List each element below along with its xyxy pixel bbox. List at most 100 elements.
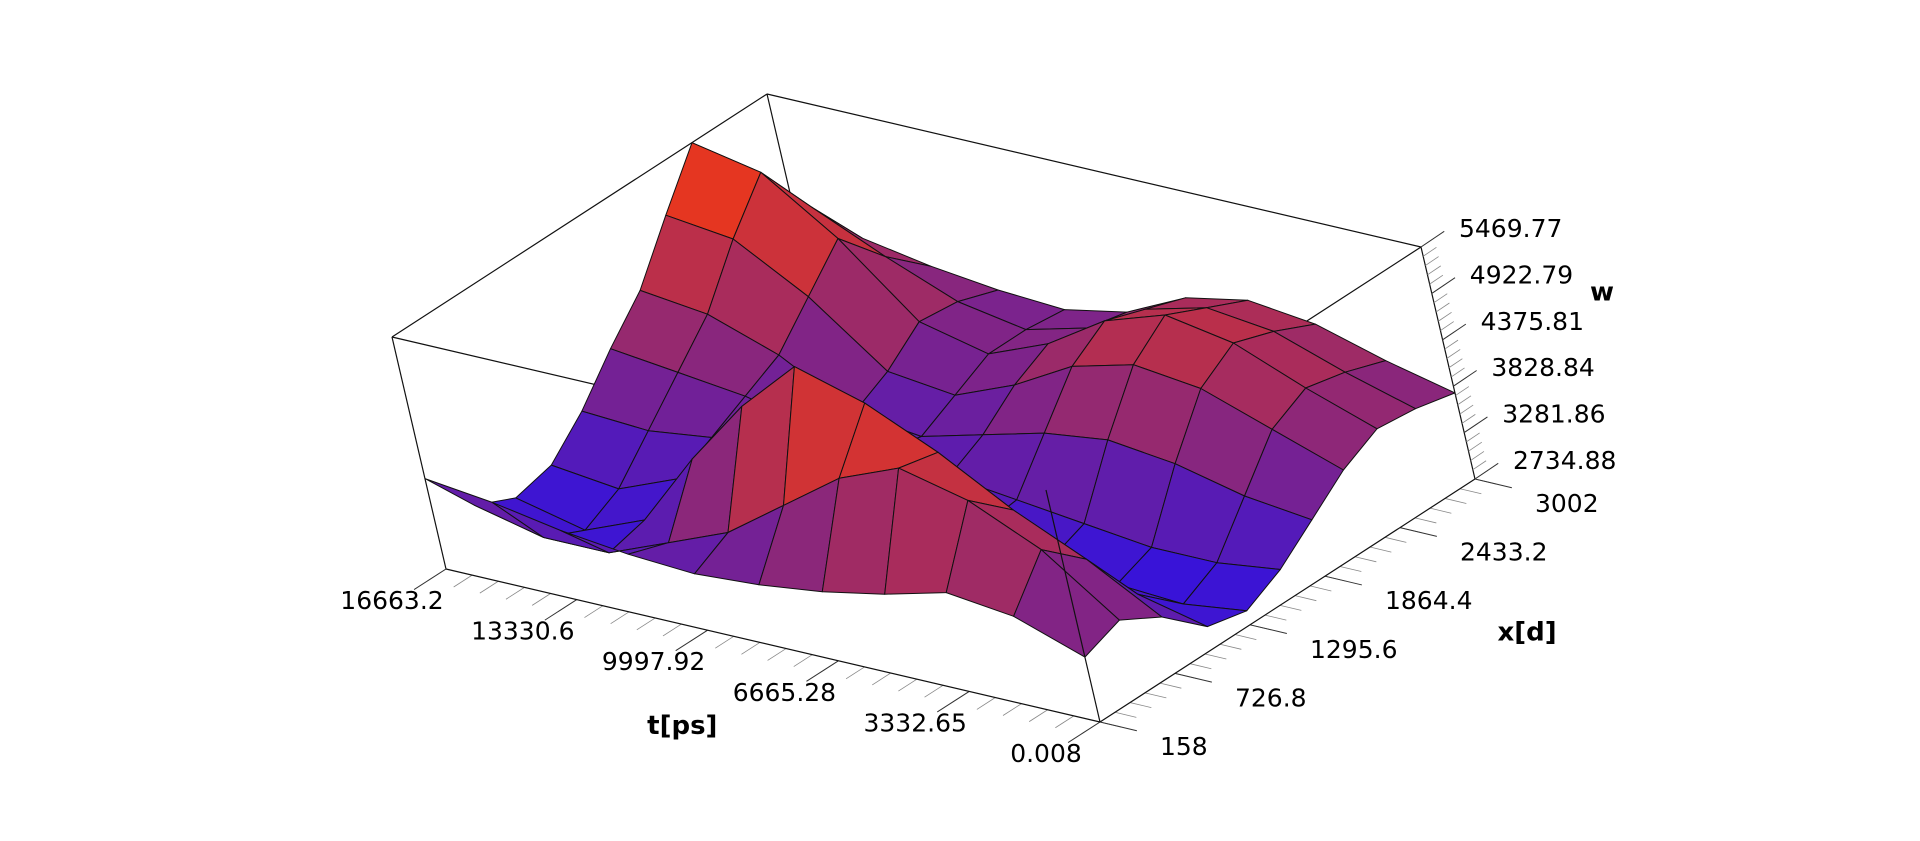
- w-minor-tick: [1459, 404, 1474, 415]
- w-minor-tick: [1438, 311, 1452, 322]
- x-minor-tick: [1234, 634, 1257, 640]
- t-axis-title: t[ps]: [647, 711, 717, 741]
- x-minor-tick: [1204, 653, 1227, 660]
- x-minor-tick: [1279, 604, 1302, 611]
- t-minor-tick: [1028, 709, 1048, 722]
- x-minor-tick: [1384, 536, 1407, 543]
- x-major-tick: [1249, 624, 1287, 635]
- x-minor-tick: [1429, 507, 1452, 514]
- box-edge: [766, 93, 1422, 248]
- t-minor-tick: [531, 593, 551, 606]
- w-minor-tick: [1435, 302, 1450, 313]
- t-minor-tick: [793, 654, 813, 667]
- t-tick-label: 6665.28: [733, 678, 836, 707]
- t-minor-tick: [715, 635, 734, 649]
- w-minor-tick: [1466, 432, 1480, 443]
- w-minor-tick: [1468, 441, 1483, 452]
- t-minor-tick: [479, 580, 499, 594]
- x-minor-tick: [1114, 711, 1137, 718]
- w-minor-tick: [1427, 265, 1441, 276]
- t-minor-tick: [1055, 715, 1075, 729]
- w-minor-tick: [1448, 358, 1463, 368]
- w-minor-tick: [1455, 386, 1470, 396]
- x-minor-tick: [1144, 692, 1167, 699]
- x-minor-tick: [1459, 488, 1482, 495]
- t-minor-tick: [1002, 703, 1022, 716]
- axis-labels: t[ps] x[d] w 0.008 3332.65 6665.28 9997.92 1…: [340, 214, 1616, 768]
- x-axis-title: x[d]: [1498, 618, 1557, 648]
- w-minor-tick: [1446, 349, 1461, 359]
- t-minor-tick: [741, 642, 761, 655]
- x-minor-tick: [1159, 682, 1182, 689]
- t-minor-tick: [976, 697, 996, 710]
- w-tick-label: 4375.81: [1481, 307, 1584, 336]
- x-minor-tick: [1309, 585, 1332, 592]
- x-minor-tick: [1189, 663, 1212, 670]
- t-minor-tick: [610, 611, 630, 625]
- t-minor-tick: [872, 672, 891, 686]
- x-minor-tick: [1414, 517, 1437, 524]
- t-tick-label: 16663.2: [340, 586, 443, 615]
- x-tick-label: 1864.4: [1385, 586, 1472, 615]
- x-major-tick: [1324, 575, 1362, 586]
- box-edge: [1099, 478, 1476, 723]
- x-minor-tick: [1339, 566, 1362, 572]
- w-tick-label: 4922.79: [1470, 260, 1573, 289]
- t-tick-label: 9997.92: [602, 647, 705, 676]
- w-minor-tick: [1422, 246, 1437, 257]
- box-edge: [391, 93, 768, 338]
- w-axis-title: w: [1590, 278, 1614, 308]
- t-minor-tick: [845, 666, 865, 680]
- w-major-tick: [1442, 323, 1467, 341]
- box-edge: [1045, 489, 1101, 723]
- w-tick-label: 3828.84: [1491, 353, 1594, 382]
- t-tick-label: 13330.6: [471, 617, 574, 646]
- t-major-tick: [937, 690, 970, 713]
- x-minor-tick: [1129, 702, 1152, 709]
- w-major-tick: [1431, 277, 1456, 294]
- surface-cell: [1013, 549, 1120, 658]
- x-major-tick: [1399, 527, 1437, 537]
- t-major-tick: [413, 568, 447, 590]
- t-major-tick: [675, 629, 708, 652]
- box-edge: [391, 336, 447, 570]
- t-minor-tick: [453, 574, 473, 588]
- w-tick-label: 5469.77: [1459, 214, 1562, 243]
- t-minor-tick: [636, 617, 656, 631]
- t-minor-tick: [898, 678, 918, 692]
- w-tick-label: 2734.88: [1513, 446, 1616, 475]
- w-minor-tick: [1461, 414, 1476, 424]
- w-minor-tick: [1472, 460, 1487, 471]
- x-minor-tick: [1294, 595, 1317, 602]
- x-minor-tick: [1264, 614, 1287, 621]
- x-minor-tick: [1219, 643, 1242, 650]
- w-major-tick: [1420, 230, 1445, 248]
- t-minor-tick: [584, 605, 604, 618]
- x-tick-label: 3002: [1535, 489, 1599, 518]
- x-major-tick: [1174, 672, 1212, 683]
- x-tick-label: 726.8: [1235, 683, 1307, 712]
- t-tick-label: 0.008: [1010, 739, 1082, 768]
- w-minor-tick: [1451, 367, 1465, 378]
- x-minor-tick: [1354, 556, 1377, 563]
- w-minor-tick: [1457, 395, 1472, 406]
- box-edge: [445, 568, 1101, 723]
- x-tick-label: 1295.6: [1310, 635, 1397, 664]
- t-minor-tick: [662, 623, 682, 637]
- box-front-edges: [445, 478, 1476, 723]
- w-minor-tick: [1433, 293, 1448, 304]
- t-minor-tick: [924, 684, 944, 698]
- x-major-tick: [1099, 721, 1137, 732]
- t-minor-tick: [505, 587, 525, 600]
- w-minor-tick: [1425, 256, 1439, 266]
- x-tick-label: 158: [1160, 732, 1208, 761]
- w-major-tick: [1463, 416, 1488, 434]
- w-minor-tick: [1470, 451, 1485, 461]
- w-major-tick: [1453, 370, 1477, 387]
- box-edge: [1420, 246, 1476, 480]
- x-minor-tick: [1444, 498, 1467, 504]
- w-tick-label: 3281.86: [1502, 400, 1605, 429]
- t-minor-tick: [767, 648, 787, 661]
- w-minor-tick: [1440, 321, 1454, 331]
